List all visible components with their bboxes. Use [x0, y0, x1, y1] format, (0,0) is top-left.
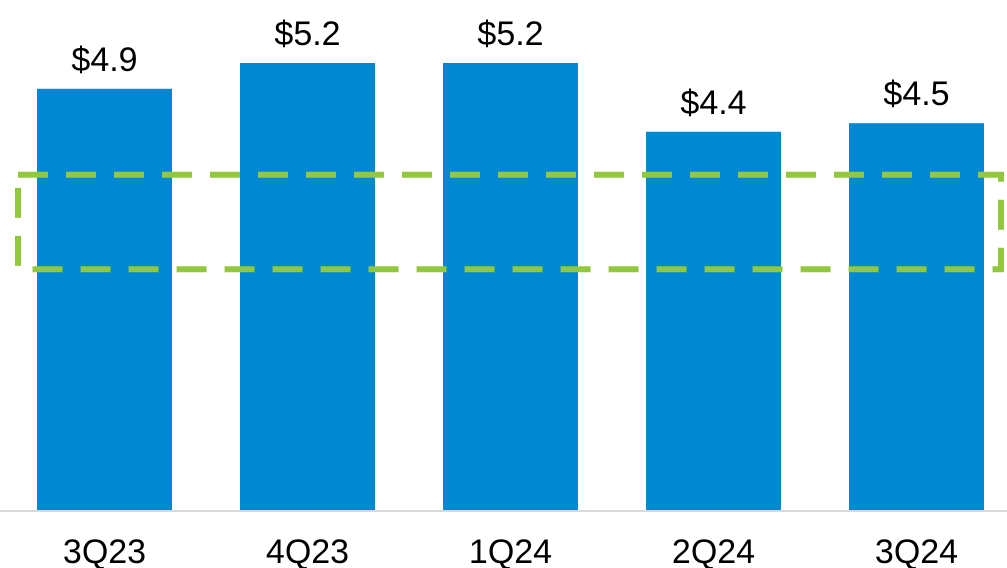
category-label-4Q23: 4Q23	[266, 533, 349, 568]
category-labels-group: 3Q23 4Q23 1Q24 2Q24 3Q24	[63, 533, 958, 568]
value-label-2Q24: $4.4	[680, 84, 746, 122]
value-label-3Q24: $4.5	[883, 75, 949, 113]
value-label-1Q24: $5.2	[477, 15, 543, 53]
category-label-3Q23: 3Q23	[63, 533, 146, 568]
bar-1Q24	[443, 63, 578, 510]
bars-group	[37, 63, 984, 511]
value-labels-group: $4.9 $5.2 $5.2 $4.4 $4.5	[71, 15, 949, 122]
bar-3Q24	[849, 123, 984, 510]
value-label-3Q23: $4.9	[71, 41, 137, 79]
category-label-1Q24: 1Q24	[469, 533, 552, 568]
bar-3Q23	[37, 88, 172, 511]
highlight-band	[15, 171, 1004, 273]
category-label-2Q24: 2Q24	[672, 533, 755, 568]
category-label-3Q24: 3Q24	[875, 533, 958, 568]
bar-4Q23	[240, 63, 375, 510]
bar-2Q24	[646, 131, 781, 510]
value-label-4Q23: $5.2	[274, 15, 340, 53]
